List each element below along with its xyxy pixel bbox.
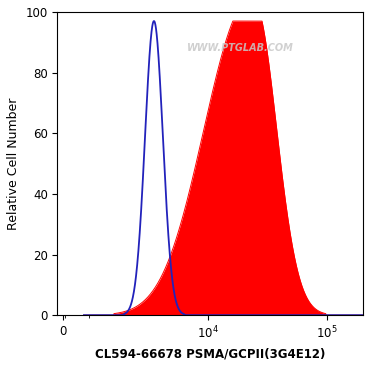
Text: WWW.PTGLAB.COM: WWW.PTGLAB.COM [187, 43, 294, 53]
X-axis label: CL594-66678 PSMA/GCPII(3G4E12): CL594-66678 PSMA/GCPII(3G4E12) [95, 347, 326, 360]
Y-axis label: Relative Cell Number: Relative Cell Number [7, 97, 20, 230]
